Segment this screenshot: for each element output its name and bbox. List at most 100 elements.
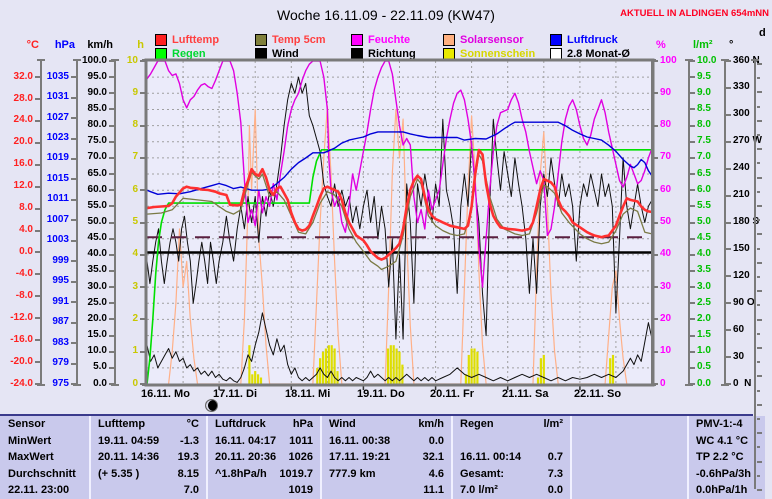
table-cell: 20.11. 20:36 1026 (208, 449, 320, 466)
sunshine-bar (539, 358, 542, 384)
axis-tick-icon (726, 248, 731, 251)
legend-color-swatch-icon (255, 48, 267, 60)
legend-label: Temp 5cm (272, 33, 326, 46)
axis-tick-label: 6.0 (697, 183, 711, 195)
axis-tick-icon (690, 76, 695, 79)
series-temp-5cm (146, 153, 653, 271)
axis-unit-label: ° (729, 39, 734, 51)
axis-tick-label: 6.5 (697, 167, 711, 179)
axis-tick-icon (71, 76, 76, 79)
legend-color-swatch-icon (155, 48, 167, 60)
x-axis-day-label: 16.11. Mo (141, 388, 190, 400)
axis-tick-icon (757, 247, 760, 250)
axis-tick-icon (109, 92, 114, 95)
axis-tick-icon (109, 237, 114, 240)
table-cell: Durchschnitt (0, 465, 89, 482)
axis-tick-icon (140, 253, 145, 256)
table-cell: 16.11. 00:38 0.0 (322, 432, 451, 449)
axis-tick-icon (726, 275, 731, 278)
axis-tick-icon (109, 156, 114, 159)
axis-line (145, 61, 147, 384)
axis-tick-icon (690, 302, 695, 305)
table-cell: TP 2.2 °C (689, 449, 765, 466)
cell-value: 0.0 (547, 484, 563, 497)
legend-color-swatch-icon (443, 33, 455, 46)
axis-tick-label: 7.0 (697, 151, 711, 163)
cell-value: -1.3 (180, 434, 199, 447)
axis-tick-icon (726, 383, 731, 385)
axis-endcap-icon (73, 59, 81, 61)
cell-value: 1019 (288, 484, 313, 497)
axis-tick-icon (757, 261, 762, 264)
sunshine-bar (395, 348, 398, 384)
axis-tick-icon (35, 383, 40, 385)
cell-text: 777.9 km (329, 467, 376, 480)
axis-tick-label: 0.0 (93, 377, 107, 389)
axis-tick-icon (71, 96, 76, 99)
axis-tick-label: 150 (733, 242, 750, 254)
axis-tick-label: 8.0 (697, 119, 711, 131)
axis-tick-icon (35, 141, 40, 144)
axis-tick-label: -12.0 (10, 311, 33, 323)
cell-value: 1019.7 (279, 467, 313, 480)
axis-tick-icon (690, 318, 695, 321)
sunshine-bar (254, 371, 257, 384)
axis-tick-icon (109, 140, 114, 143)
cell-text: 16.11. 04:17 (215, 434, 277, 447)
axis-tick-icon (653, 253, 658, 256)
axis-line (76, 61, 78, 384)
axis-tick-icon (35, 163, 40, 166)
legend-label: Feuchte (368, 33, 411, 46)
axis-tick-label: 16.0 (13, 158, 33, 170)
table-cell (572, 482, 687, 499)
axis-tick-icon (653, 92, 658, 95)
legend-item-sonnenschein: Sonnenschein (443, 48, 535, 61)
axis-tick-label: 995 (52, 275, 69, 287)
axis-tick-icon (109, 318, 114, 321)
axis-endcap-icon (685, 384, 693, 386)
axis-tick-label: 1019 (46, 152, 69, 164)
axis-tick-icon (690, 124, 695, 127)
axis-line (114, 61, 116, 384)
cell-value: 7.3 (547, 467, 563, 480)
sunshine-bar (259, 377, 263, 384)
table-cell: 19.11. 04:59 -1.3 (91, 432, 206, 449)
table-header-cell (572, 416, 687, 433)
legend-item-temp-5cm: Temp 5cm (255, 33, 326, 46)
axis-tick-label: 3 (132, 280, 138, 292)
axis-tick-icon (757, 318, 762, 321)
sunshine-bar (386, 348, 390, 384)
axis-tick-icon (653, 286, 658, 289)
axis-tick-label: 5.5 (697, 199, 711, 211)
axis-tick-icon (757, 489, 762, 491)
cell-text: Regen (460, 418, 494, 431)
axis-tick-icon (140, 350, 145, 353)
axis-tick-icon (757, 91, 762, 94)
axis-tick-icon (757, 148, 762, 151)
cell-text: 19.11. 04:59 (98, 434, 160, 447)
series-regen (146, 149, 652, 385)
table-cell: Gesamt: 7.3 (453, 465, 570, 482)
axis-unit-label: % (656, 39, 666, 51)
axis-tick-label: 35.0 (87, 264, 107, 276)
axis-endcap-icon (142, 384, 150, 386)
axis-tick-icon (757, 361, 760, 364)
axis-tick-icon (690, 253, 695, 256)
axis-tick-icon (35, 251, 40, 254)
axis-tick-label: 40.0 (87, 248, 107, 260)
table-cell: 22.11. 23:00 (0, 482, 89, 499)
axis-tick-label: 2.5 (697, 296, 711, 308)
axis-tick-icon (690, 286, 695, 289)
axis-tick-label: 30.0 (87, 280, 107, 292)
x-axis-day-label: 22.11. So (574, 388, 622, 400)
axis-tick-icon (757, 418, 760, 420)
x-axis-day-label: 17.11. Di (213, 388, 258, 400)
sunshine-bar (467, 354, 470, 384)
weather-chart-svg (144, 58, 655, 390)
axis-line (724, 61, 726, 384)
cell-value: 1026 (288, 451, 313, 464)
axis-tick-icon (690, 366, 695, 369)
axis-tick-icon (140, 124, 145, 127)
axis-tick-icon (35, 273, 40, 276)
axis-tick-icon (726, 221, 731, 224)
